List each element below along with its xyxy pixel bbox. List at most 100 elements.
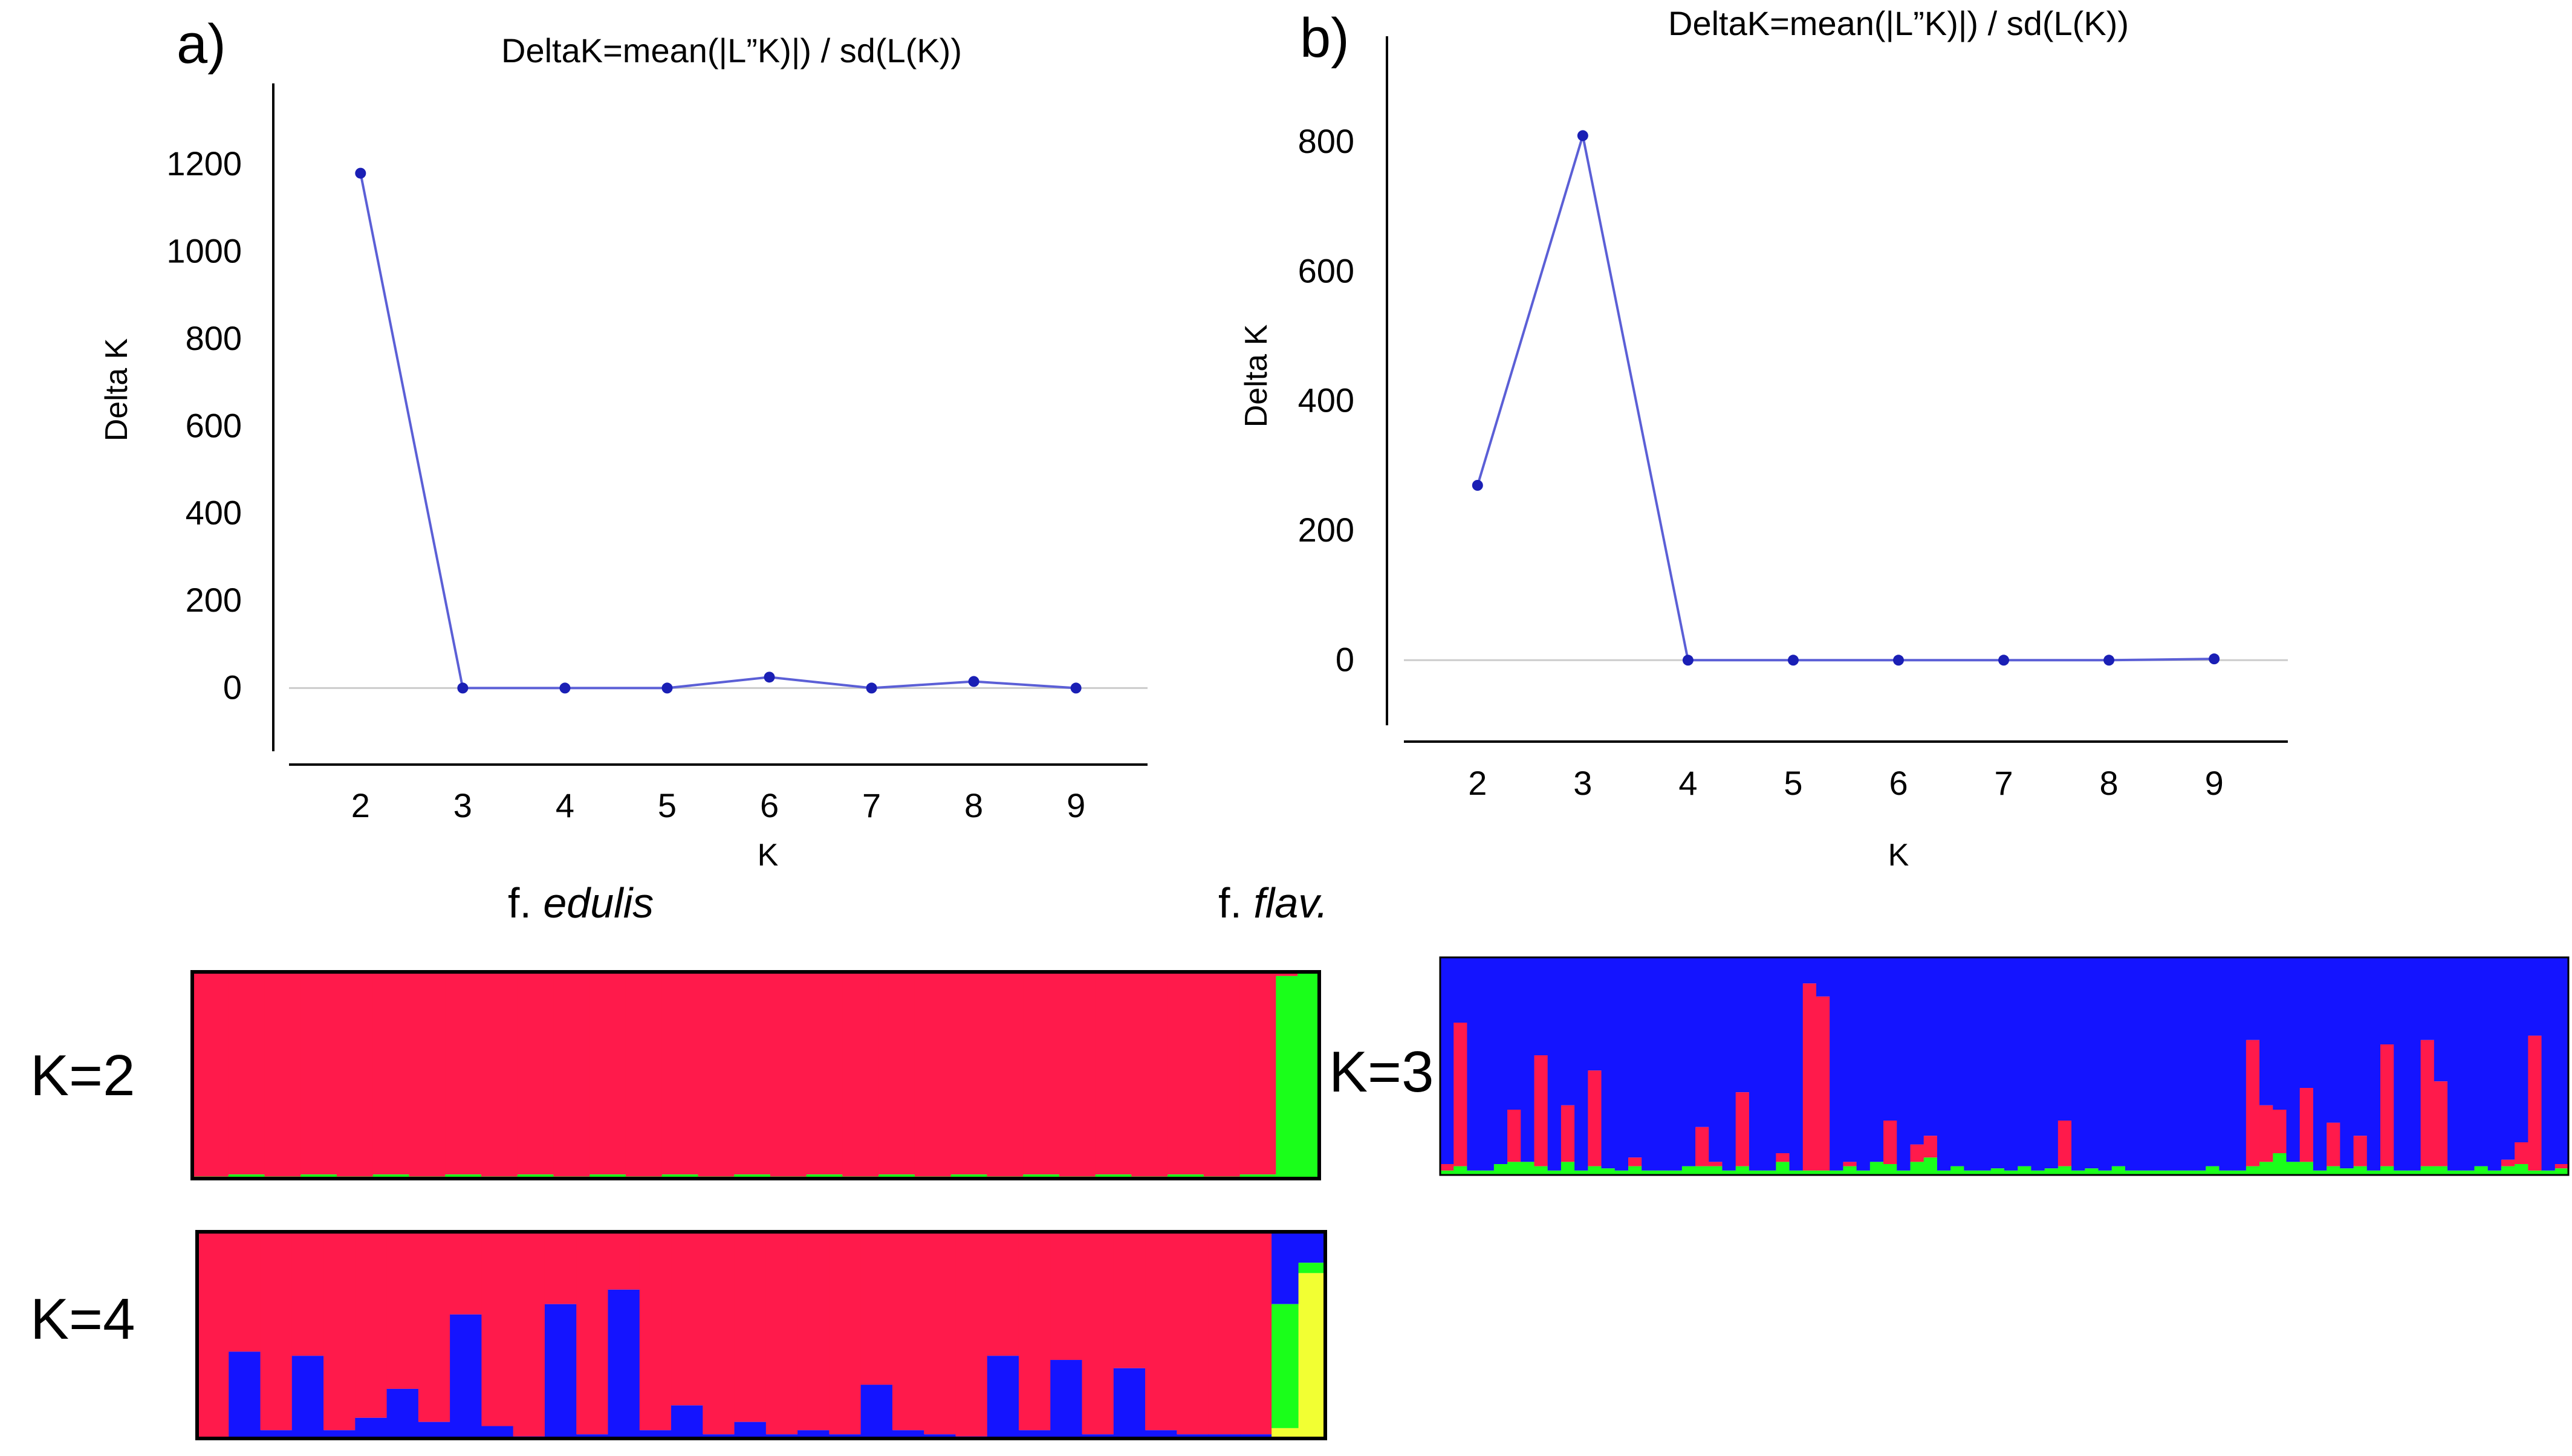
chart-a-ytick-label: 200 xyxy=(186,581,242,619)
structure-k3-bar-segment xyxy=(2219,1170,2233,1175)
structure-k4-bar-segment xyxy=(1018,1430,1051,1438)
structure-k4-bar-segment xyxy=(1082,1434,1114,1438)
structure-k3-bar-segment xyxy=(2152,1170,2166,1175)
structure-k3-bar-segment xyxy=(1453,1166,1468,1175)
structure-k3-bar-segment xyxy=(1964,957,1978,1171)
chart-b-xtick-label: 9 xyxy=(2205,764,2224,802)
chart-a-data-point xyxy=(1070,682,1082,694)
structure-k2-bar-segment xyxy=(372,1174,410,1179)
structure-k3-bar-segment xyxy=(2380,957,2394,1044)
structure-k4-bar-segment xyxy=(1113,1232,1146,1368)
chart-a-data-point xyxy=(661,682,673,694)
structure-k4-bar-segment xyxy=(1239,1232,1272,1435)
structure-k3-bar-segment xyxy=(1923,1136,1938,1158)
chart-b-ylabel: Delta K xyxy=(1239,324,1274,427)
structure-k3-bar-segment xyxy=(1521,957,1535,1162)
structure-k3-bar-segment xyxy=(1923,957,1938,1136)
structure-k3-bar-segment xyxy=(1762,957,1776,1171)
structure-k2-bar-segment xyxy=(914,972,952,1177)
structure-k3-bar-segment xyxy=(1440,1170,1454,1175)
structure-k4-bar-segment xyxy=(576,1232,609,1435)
flav-prefix: f. xyxy=(1218,879,1253,927)
structure-k3-bar-segment xyxy=(1816,996,1830,1171)
structure-k4-bar-segment xyxy=(481,1426,514,1438)
chart-a-ytick-label: 0 xyxy=(223,668,242,706)
structure-k3-bar-segment xyxy=(2515,957,2528,1142)
structure-k3-bar-segment xyxy=(2353,1136,2368,1166)
structure-k3-bar-segment xyxy=(2327,1122,2340,1166)
structure-k3-bar-segment xyxy=(2286,1162,2301,1175)
structure-k3-bar-segment xyxy=(2165,957,2180,1171)
structure-k4-bar-segment xyxy=(639,1232,672,1431)
structure-k3-bar-segment xyxy=(1802,957,1817,984)
structure-k4-bar-segment xyxy=(386,1388,419,1438)
structure-k3-bar-segment xyxy=(2152,957,2166,1171)
structure-k3-bar-segment xyxy=(2447,1170,2461,1175)
structure-k2-bar-segment xyxy=(1276,972,1298,976)
structure-k4-bar-segment xyxy=(1177,1232,1209,1435)
structure-k4-bar-segment xyxy=(355,1232,388,1418)
chart-b-data-point xyxy=(1893,655,1905,666)
structure-k4-bar-segment xyxy=(924,1232,956,1435)
structure-k2-bar-segment xyxy=(661,1174,699,1179)
structure-k3-bar-segment xyxy=(1709,1166,1723,1175)
structure-k3-bar-segment xyxy=(1910,1144,1924,1162)
structure-k3-bar-segment xyxy=(1507,1162,1521,1175)
chart-a-xtick-label: 8 xyxy=(964,786,983,824)
structure-k3-bar-segment xyxy=(2085,957,2099,1169)
structure-k3-bar-segment xyxy=(2057,957,2072,1121)
structure-k3-bar-segment xyxy=(2111,957,2126,1166)
structure-k3-bar-segment xyxy=(2246,957,2260,1040)
structure-k3-bar-segment xyxy=(1668,957,1683,1171)
structure-k3-bar-segment xyxy=(2259,957,2273,1105)
structure-k2-bar-segment xyxy=(1239,972,1276,1175)
structure-k2-bar-segment xyxy=(625,972,663,1177)
structure-k2-bar-segment xyxy=(445,972,482,1175)
structure-k4-bar-segment xyxy=(229,1232,261,1352)
structure-k4-bar-segment xyxy=(1208,1434,1241,1438)
structure-k3-bar-segment xyxy=(2219,957,2233,1171)
structure-k3-bar-segment xyxy=(1897,957,1911,1171)
panel-a-label: a) xyxy=(177,13,226,75)
structure-k3-bar-segment xyxy=(1869,1162,1884,1175)
chart-a-ytick-label: 1200 xyxy=(166,144,242,183)
structure-k4-bar-segment xyxy=(765,1232,798,1435)
structure-k3-bar-segment xyxy=(1856,1170,1871,1175)
structure-k4-bar-segment xyxy=(987,1356,1019,1438)
structure-k3-bar-segment xyxy=(1776,957,1790,1153)
structure-k3-bar-segment xyxy=(2380,1044,2394,1166)
structure-plot-k2-frame xyxy=(190,970,1321,1180)
structure-k3-bar-segment xyxy=(2554,1164,2569,1169)
structure-k3-bar-segment xyxy=(1681,957,1696,1166)
structure-k2-bar-segment xyxy=(878,972,915,1175)
structure-k3-bar-segment xyxy=(1722,1170,1736,1175)
structure-k4-bar-segment xyxy=(1298,1263,1326,1273)
structure-k3-bar-segment xyxy=(2071,957,2085,1171)
structure-k3-bar-segment xyxy=(2501,1166,2515,1175)
structure-k3-bar-segment xyxy=(1869,957,1884,1162)
chart-b-ytick-label: 200 xyxy=(1298,511,1354,549)
structure-k2-bar-segment xyxy=(228,972,265,1175)
structure-k3-bar-segment xyxy=(2138,1170,2152,1175)
structure-k4-bar-segment xyxy=(481,1232,514,1426)
structure-k3-bar-segment xyxy=(2098,957,2112,1171)
structure-k4-bar-segment xyxy=(797,1232,830,1431)
structure-k3-bar-segment xyxy=(1547,1170,1562,1175)
structure-k2-bar-segment xyxy=(517,972,554,1175)
chart-b-xtick-label: 4 xyxy=(1678,764,1697,802)
structure-k3-bar-segment xyxy=(2232,1170,2247,1175)
structure-k3-bar-segment xyxy=(2340,1168,2354,1175)
structure-k2-bar-segment xyxy=(734,1174,771,1179)
structure-k3-bar-segment xyxy=(2394,1170,2408,1175)
structure-k3-bar-segment xyxy=(1937,957,1951,1171)
structure-k2-bar-segment xyxy=(734,972,771,1175)
structure-k3-bar-segment xyxy=(1642,957,1656,1171)
structure-k3-bar-segment xyxy=(2273,1153,2287,1175)
panel-b-label: b) xyxy=(1300,7,1349,69)
chart-a-xtick-label: 2 xyxy=(351,786,370,824)
structure-k3-bar-segment xyxy=(1843,957,1857,1162)
structure-k3-bar-segment xyxy=(1507,1110,1521,1162)
structure-k3-bar-segment xyxy=(1547,957,1562,1171)
structure-k3-bar-segment xyxy=(1897,1170,1911,1175)
structure-k3-bar-segment xyxy=(1453,1023,1468,1166)
